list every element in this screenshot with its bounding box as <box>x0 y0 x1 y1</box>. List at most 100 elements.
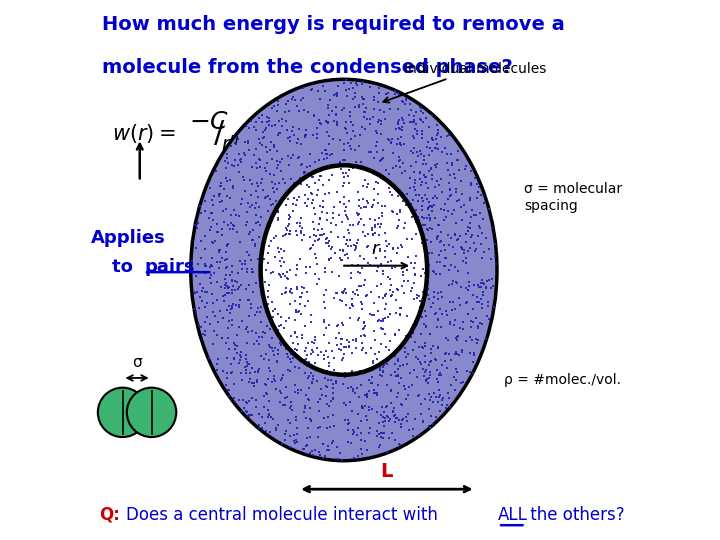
Point <box>286 397 297 406</box>
Point <box>426 345 437 354</box>
Point <box>341 161 352 170</box>
Point <box>374 364 386 373</box>
Point <box>282 268 293 277</box>
Point <box>279 289 291 298</box>
Point <box>443 241 454 249</box>
Point <box>472 321 484 330</box>
Point <box>412 373 423 382</box>
Point <box>341 129 352 137</box>
Point <box>282 215 293 224</box>
Point <box>393 258 405 266</box>
Point <box>366 279 378 287</box>
Point <box>337 246 348 254</box>
Point <box>377 429 388 437</box>
Point <box>318 351 330 360</box>
Point <box>363 429 374 438</box>
Point <box>423 294 434 303</box>
Point <box>256 271 267 280</box>
Point <box>241 247 253 256</box>
Point <box>248 123 260 132</box>
Point <box>269 143 280 151</box>
Point <box>316 149 328 158</box>
Point <box>384 188 395 197</box>
Point <box>451 332 462 341</box>
Point <box>326 107 338 116</box>
Point <box>341 315 353 323</box>
Point <box>306 346 318 355</box>
Point <box>356 449 367 458</box>
Point <box>318 263 330 272</box>
Point <box>333 353 344 362</box>
Point <box>328 370 340 379</box>
Point <box>415 300 427 309</box>
Point <box>261 193 272 201</box>
Point <box>291 231 302 239</box>
Point <box>228 221 240 230</box>
Point <box>408 116 420 125</box>
Point <box>222 159 234 168</box>
Point <box>245 116 256 125</box>
Point <box>350 158 361 166</box>
Point <box>450 333 462 342</box>
Point <box>359 175 371 184</box>
Point <box>402 260 414 268</box>
Point <box>209 268 220 277</box>
Point <box>227 275 238 284</box>
Point <box>331 341 343 350</box>
Point <box>323 110 335 119</box>
Point <box>356 162 368 171</box>
Point <box>313 447 325 456</box>
Point <box>204 319 216 328</box>
Point <box>318 155 330 164</box>
Point <box>387 407 399 415</box>
Point <box>279 192 291 201</box>
Point <box>275 198 287 206</box>
Point <box>359 171 371 179</box>
Point <box>241 357 253 366</box>
Point <box>329 340 341 348</box>
Point <box>410 317 421 326</box>
Point <box>327 135 338 144</box>
Point <box>233 359 244 367</box>
Point <box>375 280 387 288</box>
Point <box>273 129 284 138</box>
Point <box>274 398 286 407</box>
Point <box>415 181 427 190</box>
Point <box>395 441 406 449</box>
Point <box>340 225 351 234</box>
Point <box>297 255 308 264</box>
Point <box>232 285 243 293</box>
Point <box>425 303 436 312</box>
Point <box>230 300 241 309</box>
Point <box>233 160 244 169</box>
Point <box>252 303 264 312</box>
Point <box>414 297 426 306</box>
Point <box>409 178 420 187</box>
Point <box>418 118 429 127</box>
Point <box>320 285 332 294</box>
Point <box>392 370 404 379</box>
Point <box>261 349 272 358</box>
Point <box>259 125 271 134</box>
Point <box>258 185 269 194</box>
Point <box>269 351 280 360</box>
Point <box>284 300 296 308</box>
Point <box>225 194 236 202</box>
Point <box>295 207 307 216</box>
Point <box>420 322 431 331</box>
Point <box>355 312 366 320</box>
Point <box>406 323 418 332</box>
Point <box>222 242 233 251</box>
Point <box>284 106 295 115</box>
Point <box>220 274 231 283</box>
Point <box>265 170 276 178</box>
Point <box>199 231 211 240</box>
Point <box>336 247 347 255</box>
Point <box>472 180 483 188</box>
Point <box>234 356 246 364</box>
Point <box>387 244 398 253</box>
Point <box>339 285 351 294</box>
Point <box>235 155 247 164</box>
Point <box>312 87 323 96</box>
Point <box>262 206 274 215</box>
